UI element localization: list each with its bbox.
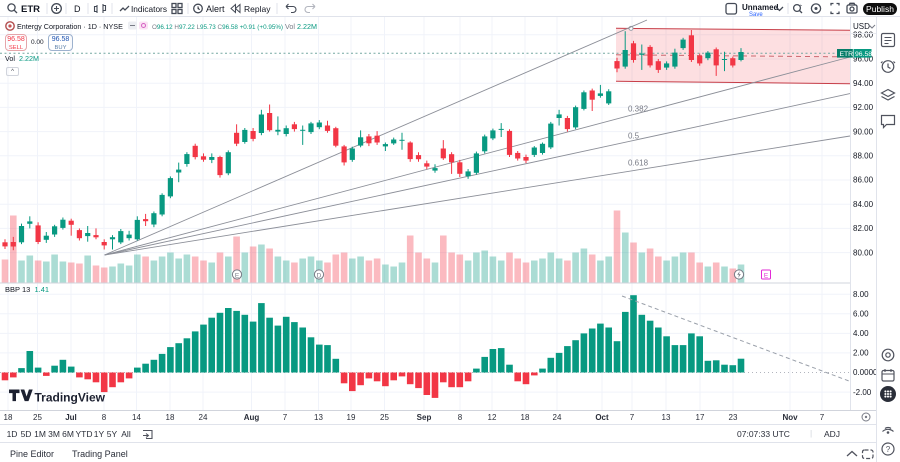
svg-text:24: 24 bbox=[199, 413, 208, 422]
svg-text:ETR: ETR bbox=[21, 4, 40, 15]
svg-text:Oct: Oct bbox=[595, 413, 609, 422]
svg-text:7: 7 bbox=[283, 413, 288, 422]
svg-text:Unnamed: Unnamed bbox=[742, 3, 779, 12]
svg-text:Jul: Jul bbox=[65, 413, 77, 422]
svg-text:12: 12 bbox=[488, 413, 497, 422]
svg-text:8: 8 bbox=[102, 413, 107, 422]
svg-text:TradingView: TradingView bbox=[35, 391, 106, 405]
svg-text:82.00: 82.00 bbox=[853, 224, 874, 233]
svg-text:14: 14 bbox=[132, 413, 141, 422]
svg-text:96.00: 96.00 bbox=[853, 55, 874, 64]
svg-text:94.00: 94.00 bbox=[853, 79, 874, 88]
svg-text:Indicators: Indicators bbox=[131, 4, 167, 14]
svg-text:ETR: ETR bbox=[840, 51, 854, 58]
svg-text:88.00: 88.00 bbox=[853, 152, 874, 161]
svg-text:19: 19 bbox=[347, 413, 356, 422]
svg-text:2.00: 2.00 bbox=[853, 349, 869, 358]
svg-text:Nov: Nov bbox=[782, 413, 798, 422]
svg-text:24: 24 bbox=[553, 413, 562, 422]
svg-text:6.00: 6.00 bbox=[853, 310, 869, 319]
svg-text:86.00: 86.00 bbox=[853, 176, 874, 185]
svg-text:E: E bbox=[235, 272, 240, 279]
svg-text:7: 7 bbox=[630, 413, 635, 422]
svg-text:E: E bbox=[764, 272, 769, 279]
svg-text:18: 18 bbox=[4, 413, 13, 422]
svg-text:D: D bbox=[317, 272, 322, 279]
svg-text:8: 8 bbox=[458, 413, 463, 422]
svg-text:-2.00: -2.00 bbox=[853, 388, 872, 397]
svg-text:18: 18 bbox=[166, 413, 175, 422]
svg-text:17: 17 bbox=[696, 413, 705, 422]
svg-text:98.00: 98.00 bbox=[853, 31, 874, 40]
svg-text:0.5: 0.5 bbox=[628, 132, 640, 141]
svg-text:90.00: 90.00 bbox=[853, 127, 874, 136]
svg-text:84.00: 84.00 bbox=[853, 200, 874, 209]
svg-text:Replay: Replay bbox=[244, 4, 271, 14]
svg-text:Aug: Aug bbox=[244, 413, 260, 422]
svg-text:92.00: 92.00 bbox=[853, 103, 874, 112]
svg-text:4.00: 4.00 bbox=[853, 329, 869, 338]
svg-text:?: ? bbox=[886, 445, 891, 454]
svg-text:0.0000: 0.0000 bbox=[853, 368, 878, 377]
svg-text:USD: USD bbox=[853, 22, 870, 31]
svg-text:25: 25 bbox=[33, 413, 42, 422]
svg-text:0.382: 0.382 bbox=[628, 105, 649, 114]
svg-text:0.618: 0.618 bbox=[628, 159, 649, 168]
svg-text:Sep: Sep bbox=[417, 413, 432, 422]
svg-text:13: 13 bbox=[314, 413, 323, 422]
svg-text:96.58: 96.58 bbox=[855, 51, 872, 58]
svg-text:80.00: 80.00 bbox=[853, 248, 874, 257]
svg-text:8.00: 8.00 bbox=[853, 290, 869, 299]
svg-text:18: 18 bbox=[521, 413, 530, 422]
svg-text:7: 7 bbox=[820, 413, 825, 422]
svg-text:BBP 13 1.41: BBP 13 1.41 bbox=[5, 285, 49, 294]
svg-text:D: D bbox=[74, 4, 81, 14]
svg-text:13: 13 bbox=[662, 413, 671, 422]
svg-text:23: 23 bbox=[729, 413, 738, 422]
svg-text:Save: Save bbox=[749, 12, 763, 17]
svg-text:25: 25 bbox=[380, 413, 389, 422]
svg-text:Alert: Alert bbox=[206, 4, 225, 14]
